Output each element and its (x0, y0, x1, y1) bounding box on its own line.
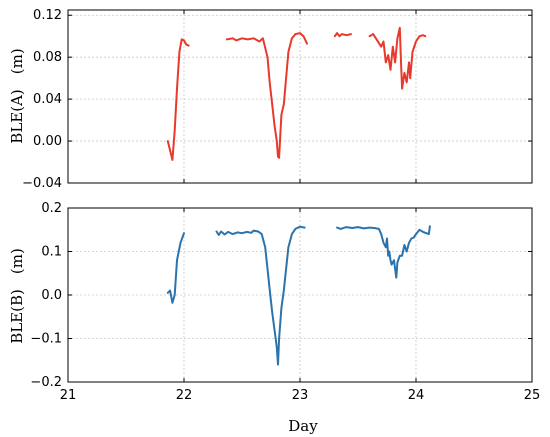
y-tick-label: 0.08 (33, 50, 62, 65)
y-tick-label: −0.04 (22, 176, 62, 191)
series-line-segment (225, 32, 308, 159)
y-axis-label: BLE(A) (m) (8, 48, 26, 143)
y-tick-label: −0.2 (30, 375, 62, 390)
y-axis-label: BLE(B) (m) (8, 248, 26, 344)
bottom-panel: −0.2 −0.1 0.0 0.1 0.2 21 22 23 24 25 BLE(B) (m) (8, 201, 540, 403)
series-line-segment (368, 26, 427, 90)
x-tick-label: 25 (524, 388, 541, 403)
x-tick-label: 24 (408, 388, 425, 403)
y-tick-label: −0.1 (30, 332, 62, 347)
y-tick-label: 0.12 (33, 8, 62, 23)
y-tick-label: 0.1 (41, 245, 62, 260)
y-tick-label: 0.2 (41, 201, 62, 216)
y-tick-label: 0.00 (33, 134, 62, 149)
x-tick-label: 23 (292, 388, 309, 403)
series-line-segment (215, 225, 306, 366)
series-line-segment (166, 38, 190, 161)
x-tick-label: 22 (176, 388, 193, 403)
x-axis-label: Day (288, 417, 318, 435)
y-tick-label: 0.0 (41, 288, 62, 303)
x-tick-label: 21 (60, 388, 77, 403)
y-tick-label: 0.04 (33, 92, 62, 107)
top-panel: −0.04 0.00 0.04 0.08 0.12 BLE(A) (m) (8, 8, 533, 191)
series-line-segment (336, 225, 431, 279)
series-line-segment (333, 32, 352, 38)
series-line-segment (166, 232, 185, 304)
